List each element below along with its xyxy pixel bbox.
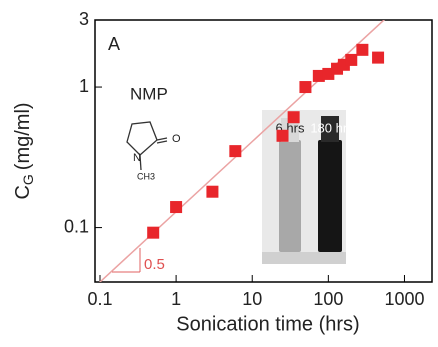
data-point [356, 43, 369, 56]
atom-label: CH3 [137, 171, 155, 181]
data-point [170, 201, 183, 214]
atom-label: O [172, 133, 181, 145]
data-point [312, 69, 325, 82]
inset-label: 180 hrs [310, 120, 354, 135]
data-point [206, 185, 219, 198]
data-point [276, 129, 289, 142]
data-point [147, 226, 160, 239]
y-tick-label: 3 [79, 9, 89, 29]
y-title-main: C [12, 185, 34, 199]
x-tick-label: 100 [313, 289, 343, 309]
panel-label: A [108, 34, 120, 54]
molecule [126, 121, 168, 171]
plot-frame [94, 19, 433, 283]
x-axis-title: Sonication time (hrs) [176, 313, 359, 335]
x-tick-label: 1000 [384, 289, 424, 309]
data-point [287, 111, 300, 124]
x-tick-label: 1 [171, 289, 181, 309]
y-title-unit: (mg/ml) [12, 102, 34, 170]
x-tick-label: 0.1 [87, 289, 112, 309]
x-tick-label: 10 [242, 289, 262, 309]
slope-triangle [112, 248, 141, 273]
data-point [229, 145, 242, 158]
y-tick-label: 0.1 [64, 216, 89, 236]
atom-label: N [133, 152, 141, 164]
y-title-sub: G [20, 174, 36, 185]
y-axis-title: CG (mg/ml) [12, 102, 35, 199]
slope-label: 0.5 [144, 256, 165, 273]
inset-photo [262, 110, 346, 264]
data-point [331, 62, 344, 75]
y-tick-label: 1 [79, 76, 89, 96]
data-point [372, 51, 385, 64]
data-point [345, 53, 358, 66]
data-point [299, 81, 312, 94]
molecule-name: NMP [130, 84, 168, 103]
